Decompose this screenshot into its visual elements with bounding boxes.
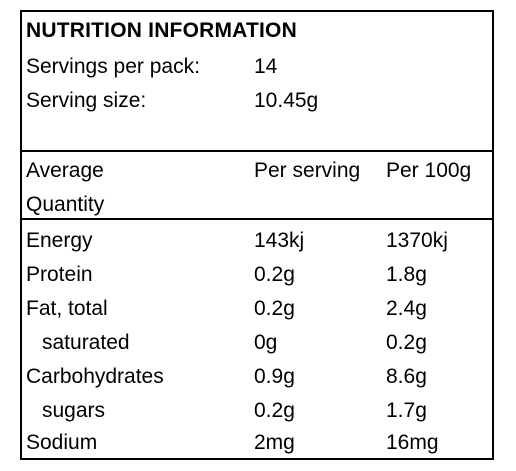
row-name: Fat, total — [26, 297, 108, 320]
row-per-100g: 16mg — [386, 431, 439, 454]
table-divider — [22, 218, 492, 220]
panel-title: NUTRITION INFORMATION — [26, 19, 297, 42]
header-quantity-line1: Average — [26, 159, 104, 182]
header-quantity-line2: Quantity — [26, 193, 105, 216]
row-per-serving: 0.9g — [254, 365, 295, 388]
row-name: Protein — [26, 263, 93, 286]
row-per-100g: 1.7g — [386, 399, 427, 422]
row-per-100g: 8.6g — [386, 365, 427, 388]
servings-per-pack-label: Servings per pack: — [26, 55, 200, 78]
row-name: saturated — [42, 331, 130, 354]
row-per-100g: 2.4g — [386, 297, 427, 320]
row-per-100g: 1370kj — [386, 229, 448, 252]
row-per-100g: 1.8g — [386, 263, 427, 286]
serving-size-value: 10.45g — [254, 89, 319, 112]
row-name: Energy — [26, 229, 93, 252]
serving-size-label: Serving size: — [26, 89, 147, 112]
row-per-serving: 2mg — [254, 431, 295, 454]
row-per-serving: 143kj — [254, 229, 305, 252]
header-divider — [22, 150, 492, 152]
row-per-serving: 0.2g — [254, 297, 295, 320]
nutrition-panel: NUTRITION INFORMATION Servings per pack:… — [20, 10, 494, 460]
row-per-serving: 0.2g — [254, 263, 295, 286]
row-per-serving: 0g — [254, 331, 278, 354]
header-per-100g: Per 100g — [386, 159, 472, 182]
row-per-100g: 0.2g — [386, 331, 427, 354]
row-per-serving: 0.2g — [254, 399, 295, 422]
row-name: Carbohydrates — [26, 365, 164, 388]
row-name: Sodium — [26, 431, 98, 454]
servings-per-pack-value: 14 — [254, 55, 278, 78]
row-name: sugars — [42, 399, 106, 422]
header-per-serving: Per serving — [254, 159, 361, 182]
